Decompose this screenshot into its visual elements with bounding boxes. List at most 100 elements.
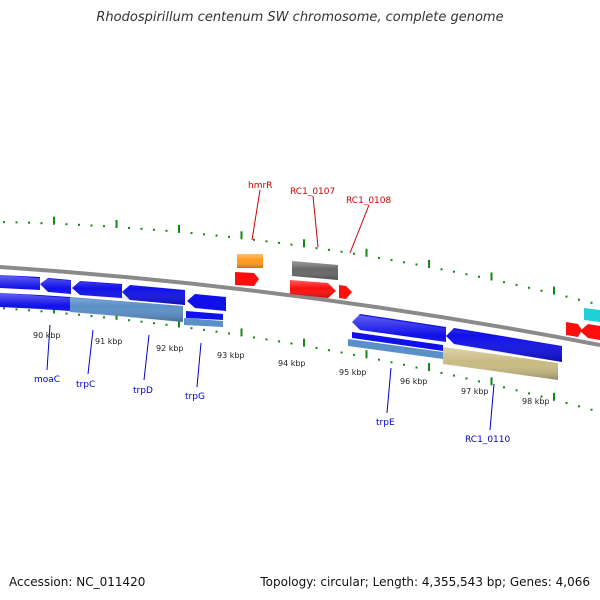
gene-label-RC1_0110[interactable]: RC1_0110	[465, 435, 510, 445]
gene-label-trpD[interactable]: trpD	[133, 386, 153, 396]
tick-mark	[190, 232, 193, 235]
tick-mark	[440, 268, 443, 271]
tick-mark	[490, 377, 493, 386]
gene-label-trpG[interactable]: trpG	[185, 392, 205, 402]
tick-mark	[215, 234, 218, 237]
tick-mark	[428, 259, 430, 268]
tick-mark	[3, 221, 5, 224]
tick-mark	[528, 286, 530, 289]
tick-mark	[565, 402, 568, 404]
tick-mark	[65, 312, 68, 315]
tick-mark	[78, 223, 80, 226]
tick-label: 97 kbp	[461, 387, 489, 396]
gene-arrow[interactable]	[580, 324, 600, 340]
tick-mark	[290, 342, 293, 345]
gene-arrow[interactable]	[186, 311, 223, 320]
tick-mark	[328, 248, 330, 251]
tick-mark	[465, 273, 468, 276]
gene-label-RC1_0107[interactable]: RC1_0107	[290, 187, 335, 197]
tick-mark	[578, 405, 580, 408]
tick-mark	[40, 222, 43, 225]
tick-label: 90 kbp	[33, 331, 61, 340]
tick-mark	[503, 386, 505, 389]
gene-arrow[interactable]	[0, 275, 185, 305]
tick-mark	[453, 374, 455, 377]
tick-mark	[115, 220, 118, 228]
tick-mark	[153, 228, 155, 231]
gene-trpE-b[interactable]	[352, 332, 443, 351]
tick-mark	[278, 340, 280, 343]
gene-label-RC1_0108[interactable]: RC1_0108	[346, 196, 391, 206]
tick-mark	[353, 353, 355, 356]
lower-tick-dots	[3, 305, 593, 411]
tick-mark	[140, 227, 143, 230]
tick-mark	[128, 319, 130, 322]
gene-arrow[interactable]	[235, 272, 259, 286]
gene-label-moaC[interactable]: moaC	[34, 375, 60, 385]
tick-mark	[403, 363, 405, 366]
tick-mark	[340, 250, 343, 253]
tick-mark	[290, 243, 293, 246]
tick-mark	[15, 221, 18, 224]
tick-label: 98 kbp	[522, 397, 550, 406]
tick-mark	[440, 371, 443, 374]
gene-arrow[interactable]	[566, 322, 582, 337]
tick-mark	[103, 225, 105, 228]
tick-mark	[315, 346, 318, 349]
gene-label-trpC[interactable]: trpC	[76, 380, 95, 390]
tick-mark	[203, 233, 205, 236]
tick-mark	[28, 309, 30, 312]
upper-leader-lines	[251, 189, 370, 254]
tick-mark	[428, 363, 430, 372]
tick-mark	[415, 263, 418, 266]
tick-mark	[390, 361, 393, 364]
forward-genes-right[interactable]	[348, 314, 562, 380]
tick-mark	[165, 323, 168, 326]
tick-mark	[365, 350, 368, 359]
tick-mark	[278, 241, 280, 244]
tick-label: 91 kbp	[95, 337, 123, 346]
tick-label: 94 kbp	[278, 359, 306, 368]
gene-arrow[interactable]	[584, 308, 600, 322]
gene-trpE-c[interactable]	[348, 339, 443, 359]
tick-mark	[128, 226, 130, 229]
tick-mark	[365, 248, 368, 257]
tick-mark	[78, 313, 80, 316]
tick-mark	[553, 286, 555, 295]
tick-mark	[478, 380, 480, 383]
tick-mark	[453, 270, 455, 273]
tick-mark	[265, 338, 268, 341]
gene-label-hmrR[interactable]: hmrR	[248, 181, 272, 191]
tick-mark	[565, 295, 568, 298]
gene-arrow[interactable]	[187, 294, 226, 311]
tick-mark	[253, 336, 255, 339]
tick-mark	[328, 349, 330, 352]
tick-mark	[490, 272, 493, 281]
gene-RC1_0108[interactable]	[339, 285, 352, 299]
tick-mark	[590, 408, 593, 411]
tick-mark	[65, 223, 68, 226]
upper-tick-dots	[3, 216, 593, 304]
tick-mark	[40, 310, 43, 313]
gene-label-trpE[interactable]: trpE	[376, 418, 395, 428]
tick-mark	[90, 315, 93, 318]
tick-mark	[515, 283, 518, 286]
tick-mark	[165, 229, 168, 232]
tick-mark	[553, 392, 555, 401]
forward-genes-left-row2[interactable]	[0, 293, 226, 327]
tick-mark	[140, 320, 143, 323]
tick-mark	[103, 316, 105, 319]
tick-label: 96 kbp	[400, 377, 428, 386]
tick-mark	[215, 330, 218, 333]
tick-mark	[540, 289, 543, 292]
backbone-strand	[0, 265, 600, 347]
forward-genes-left[interactable]	[0, 275, 185, 305]
gene-arrow[interactable]	[184, 318, 223, 327]
topology-summary: Topology: circular; Length: 4,355,543 bp…	[260, 575, 590, 589]
tick-mark	[178, 319, 180, 328]
map-title: Rhodospirillum centenum SW chromosome, c…	[96, 10, 504, 25]
tick-mark	[515, 389, 518, 392]
tick-mark	[353, 252, 355, 255]
gene-arrow[interactable]	[0, 293, 183, 322]
tick-mark	[303, 239, 305, 248]
